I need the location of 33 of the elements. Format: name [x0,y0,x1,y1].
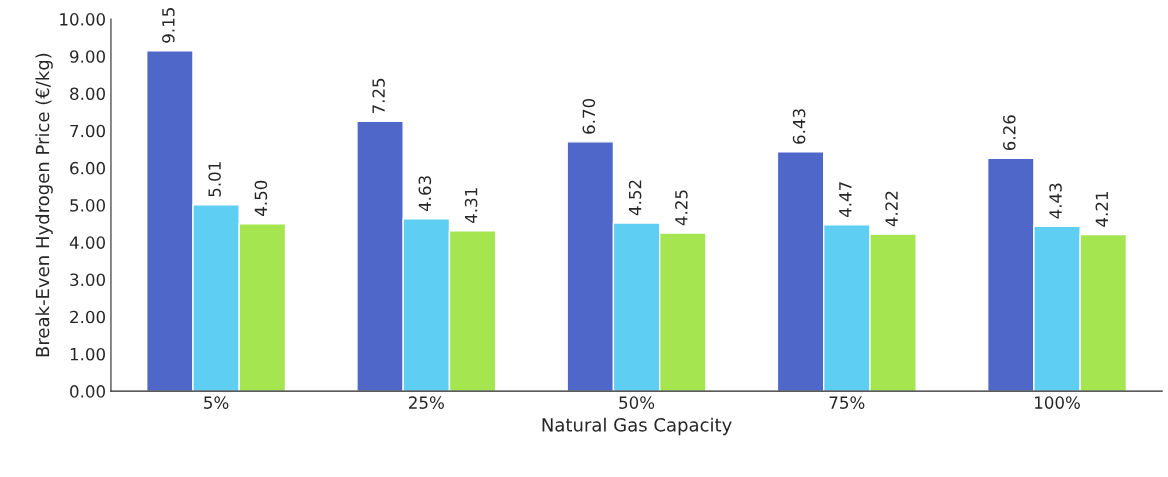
data-label: 4.31 [464,188,478,224]
y-tick-label: 2.00 [70,310,105,324]
y-tick-label: 4.00 [69,236,105,249]
y-tick-label: 9.00 [70,50,105,63]
y-tick-label: 1.00 [70,347,105,361]
y-tick-label: 5.00 [70,199,105,212]
x-tick-label: 100% [1035,396,1080,409]
data-label: 4.21 [1095,191,1108,227]
data-label: 6.26 [1003,115,1016,151]
y-tick-label: 6.00 [70,161,105,175]
y-tick-label: 3.00 [70,273,105,287]
data-label: 6.70 [582,98,596,134]
y-tick-label: 10.00 [60,13,105,26]
x-tick-label: 5% [204,396,229,409]
data-label: 9.15 [162,8,175,43]
data-label: 4.43 [1049,183,1062,219]
data-label: 4.50 [254,180,268,216]
y-tick-label: 7.00 [70,124,105,138]
x-tick-label: 50% [619,396,655,409]
data-label: 4.22 [885,191,898,227]
x-tick-label: 75% [829,396,865,409]
data-label: 4.47 [839,182,852,218]
data-label: 5.01 [208,162,221,197]
data-label: 4.52 [628,180,642,216]
y-axis-title: Break-Even Hydrogen Price (€/kg) [35,53,53,357]
x-tick-label: 25% [409,396,444,409]
x-axis-title: Natural Gas Capacity [542,417,732,436]
data-label: 7.25 [372,78,385,114]
y-tick-label: 0.00 [70,385,105,398]
data-label: 6.43 [792,109,806,144]
data-label: 4.63 [418,176,432,212]
data-label: 4.25 [675,190,688,226]
y-tick-label: 8.00 [70,87,105,101]
